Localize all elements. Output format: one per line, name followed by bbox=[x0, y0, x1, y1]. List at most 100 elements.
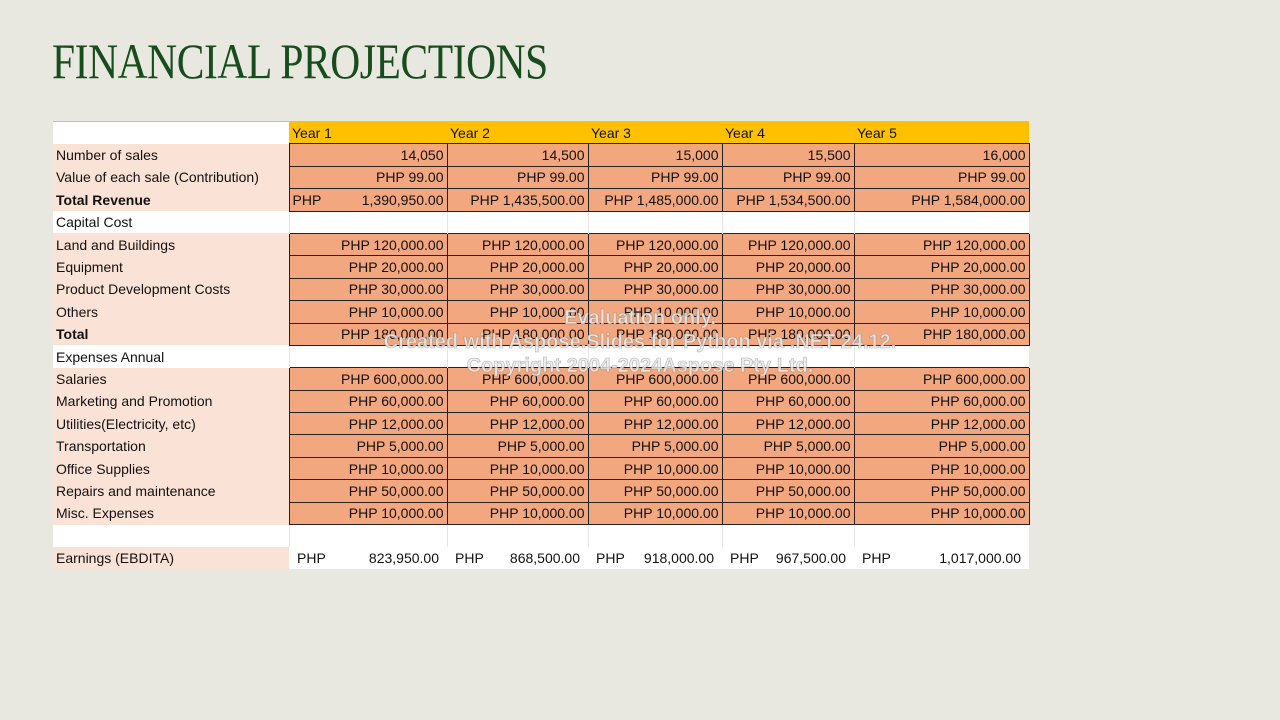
amount-label: 918,000.00 bbox=[643, 550, 714, 567]
amount-label: 967,500.00 bbox=[775, 550, 846, 567]
table-row-total-revenue: Total Revenue PHP 1,390,950.00 PHP 1,435… bbox=[53, 188, 1030, 212]
empty-cell bbox=[853, 345, 1030, 368]
table-row: Utilities(Electricity, etc) PHP 12,000.0… bbox=[53, 412, 1030, 436]
value-cell: PHP 10,000.00 bbox=[288, 300, 448, 324]
earnings-cell: PHP 967,500.00 bbox=[722, 546, 854, 570]
earnings-cell: PHP 823,950.00 bbox=[289, 546, 447, 570]
row-label: Equipment bbox=[53, 255, 289, 279]
value-cell: PHP 60,000.00 bbox=[721, 389, 855, 414]
row-label: Misc. Expenses bbox=[53, 502, 289, 525]
value-cell: PHP 99.00 bbox=[446, 165, 589, 190]
year-header: Year 1 bbox=[289, 120, 447, 144]
table-row: Repairs and maintenance PHP 50,000.00 PH… bbox=[53, 479, 1030, 503]
value-cell: 16,000 bbox=[853, 143, 1030, 167]
row-label: Repairs and maintenance bbox=[53, 479, 289, 503]
value-cell: PHP 60,000.00 bbox=[587, 389, 723, 414]
table-row: Land and Buildings PHP 120,000.00 PHP 12… bbox=[53, 232, 1030, 257]
amount-label: 868,500.00 bbox=[509, 550, 580, 567]
value-cell: PHP 99.00 bbox=[587, 165, 723, 190]
value-cell: PHP 120,000.00 bbox=[721, 232, 855, 257]
amount-label: 823,950.00 bbox=[368, 550, 439, 567]
row-label: Salaries bbox=[53, 367, 289, 391]
value-cell: PHP 120,000.00 bbox=[587, 232, 723, 257]
value-cell: PHP 30,000.00 bbox=[587, 277, 723, 302]
empty-cell bbox=[587, 211, 723, 234]
value-cell: PHP 1,584,000.00 bbox=[853, 188, 1030, 212]
currency-label: PHP bbox=[730, 550, 759, 567]
value-cell: PHP 180,000.00 bbox=[446, 322, 589, 346]
empty-cell bbox=[446, 345, 589, 368]
amount-label: 1,017,000.00 bbox=[939, 550, 1021, 567]
row-label: Others bbox=[53, 300, 289, 324]
table-row: Value of each sale (Contribution) PHP 99… bbox=[53, 165, 1030, 190]
value-cell: PHP 20,000.00 bbox=[721, 255, 855, 279]
amount-label: 1,390,950.00 bbox=[361, 191, 444, 208]
table-row: Office Supplies PHP 10,000.00 PHP 10,000… bbox=[53, 456, 1030, 481]
value-cell: PHP 600,000.00 bbox=[288, 367, 448, 391]
empty-cell bbox=[721, 211, 855, 234]
value-cell: PHP 10,000.00 bbox=[853, 501, 1030, 526]
empty-cell bbox=[721, 345, 855, 368]
value-cell: PHP 10,000.00 bbox=[288, 456, 448, 481]
value-cell: PHP 12,000.00 bbox=[853, 412, 1030, 436]
value-cell: PHP 99.00 bbox=[288, 165, 448, 190]
empty-cell bbox=[288, 211, 448, 234]
page-title: FINANCIAL PROJECTIONS bbox=[52, 33, 548, 89]
value-cell: PHP 10,000.00 bbox=[288, 501, 448, 526]
year-header: Year 3 bbox=[588, 120, 722, 144]
value-cell: PHP 12,000.00 bbox=[446, 412, 589, 436]
earnings-cell: PHP 1,017,000.00 bbox=[854, 546, 1029, 570]
value-cell: PHP 600,000.00 bbox=[446, 367, 589, 391]
value-cell: PHP 10,000.00 bbox=[721, 300, 855, 324]
value-cell: 14,500 bbox=[446, 143, 589, 167]
value-cell: PHP 5,000.00 bbox=[721, 434, 855, 458]
currency-label: PHP bbox=[455, 550, 484, 567]
value-cell: PHP 50,000.00 bbox=[853, 479, 1030, 503]
row-label: Value of each sale (Contribution) bbox=[53, 166, 289, 189]
header-corner-cell bbox=[53, 120, 289, 144]
value-cell: PHP 20,000.00 bbox=[446, 255, 589, 279]
value-cell: PHP 99.00 bbox=[853, 165, 1030, 190]
year-header: Year 4 bbox=[722, 120, 854, 144]
empty-cell bbox=[446, 524, 589, 547]
value-cell: PHP 180,000.00 bbox=[587, 322, 723, 346]
empty-cell bbox=[288, 345, 448, 368]
value-cell: PHP 30,000.00 bbox=[853, 277, 1030, 302]
value-cell: PHP 99.00 bbox=[721, 165, 855, 190]
row-label: Total bbox=[53, 323, 289, 346]
table-row: Marketing and Promotion PHP 60,000.00 PH… bbox=[53, 389, 1030, 414]
empty-cell bbox=[721, 524, 855, 547]
value-cell: PHP 20,000.00 bbox=[288, 255, 448, 279]
value-cell: PHP 10,000.00 bbox=[853, 456, 1030, 481]
value-cell: PHP 1,390,950.00 bbox=[288, 188, 448, 212]
table-row-total: Total PHP 180,000.00 PHP 180,000.00 PHP … bbox=[53, 322, 1030, 346]
value-cell: PHP 180,000.00 bbox=[721, 322, 855, 346]
empty-cell bbox=[587, 345, 723, 368]
value-cell: PHP 5,000.00 bbox=[587, 434, 723, 458]
value-cell: PHP 12,000.00 bbox=[721, 412, 855, 436]
value-cell: PHP 30,000.00 bbox=[288, 277, 448, 302]
table-row-earnings: Earnings (EBDITA) PHP 823,950.00 PHP 868… bbox=[53, 546, 1029, 570]
empty-cell bbox=[53, 524, 290, 547]
currency-label: PHP bbox=[862, 550, 891, 567]
section-row-capital-cost: Capital Cost bbox=[53, 211, 1030, 234]
value-cell: PHP 10,000.00 bbox=[853, 300, 1030, 324]
empty-cell bbox=[446, 211, 589, 234]
value-cell: PHP 5,000.00 bbox=[446, 434, 589, 458]
value-cell: PHP 60,000.00 bbox=[288, 389, 448, 414]
value-cell: PHP 10,000.00 bbox=[587, 456, 723, 481]
section-row-expenses-annual: Expenses Annual bbox=[53, 345, 1030, 368]
value-cell: PHP 600,000.00 bbox=[587, 367, 723, 391]
currency-label: PHP bbox=[292, 191, 322, 208]
value-cell: PHP 10,000.00 bbox=[446, 456, 589, 481]
value-cell: PHP 30,000.00 bbox=[446, 277, 589, 302]
value-cell: PHP 12,000.00 bbox=[288, 412, 448, 436]
value-cell: PHP 10,000.00 bbox=[587, 300, 723, 324]
financial-projections-table: Year 1 Year 2 Year 3 Year 4 Year 5 Numbe… bbox=[53, 120, 1030, 570]
value-cell: PHP 600,000.00 bbox=[853, 367, 1030, 391]
value-cell: PHP 10,000.00 bbox=[446, 501, 589, 526]
value-cell: PHP 10,000.00 bbox=[446, 300, 589, 324]
empty-cell bbox=[853, 211, 1030, 234]
value-cell: PHP 30,000.00 bbox=[721, 277, 855, 302]
value-cell: PHP 60,000.00 bbox=[853, 389, 1030, 414]
